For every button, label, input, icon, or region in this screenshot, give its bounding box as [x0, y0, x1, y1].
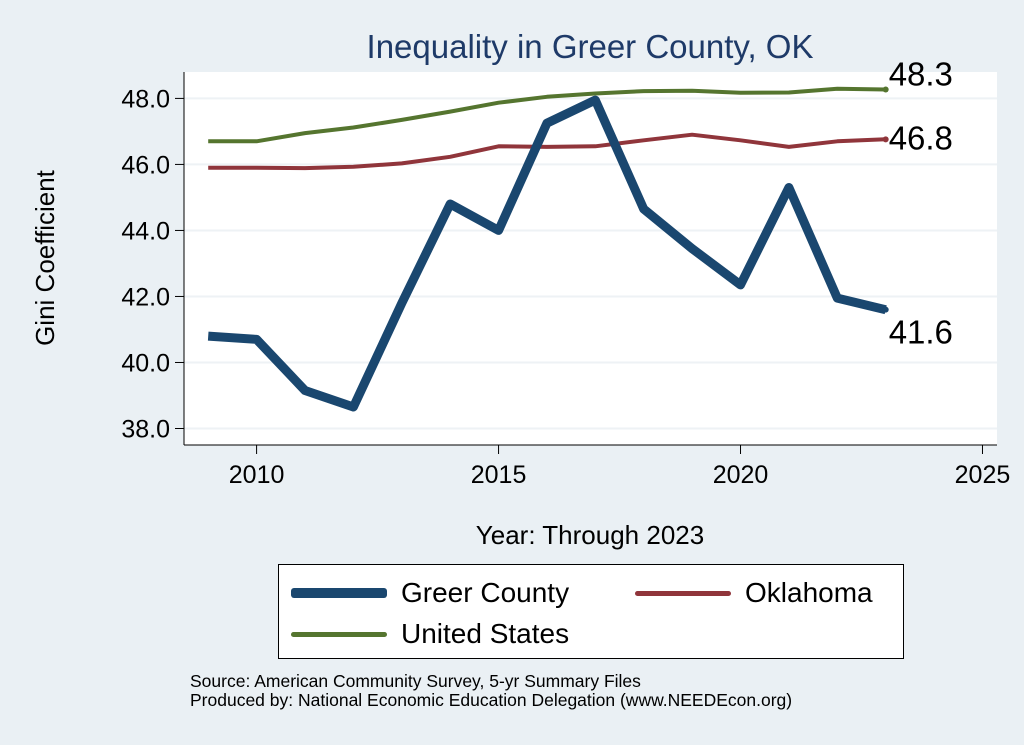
series-end-point-united-states	[882, 86, 889, 93]
legend-label-oklahoma: Oklahoma	[745, 577, 873, 608]
x-tick-label: 2015	[471, 461, 527, 489]
x-tick-label: 2020	[713, 461, 769, 489]
legend-item-greer-county: Greer County	[291, 573, 569, 613]
y-tick-label: 44.0	[121, 217, 170, 245]
axes: 38.0 40.0 42.0 44.0 46.0 48.0 2010 2015 2020 2025	[121, 72, 1010, 489]
chart-title: Inequality in Greer County, OK	[367, 28, 814, 65]
produced-by-line: Produced by: National Economic Education…	[190, 690, 793, 710]
source-line: Source: American Community Survey, 5-yr …	[190, 671, 641, 691]
end-labels: 41.6 46.8 48.3	[889, 55, 953, 350]
y-axis-label: Gini Coefficient	[30, 169, 60, 346]
x-tick-label: 2025	[955, 461, 1011, 489]
legend-item-united-states: United States	[291, 614, 569, 654]
y-tick-label: 42.0	[121, 283, 170, 311]
x-tick-label: 2010	[229, 461, 285, 489]
line-chart: 38.0 40.0 42.0 44.0 46.0 48.0 2010 2015 2020 2025…	[30, 28, 1011, 550]
legend-item-oklahoma: Oklahoma	[635, 573, 873, 613]
series-end-point-oklahoma	[882, 136, 889, 143]
y-tick-label: 40.0	[121, 349, 170, 377]
legend-label-greer-county: Greer County	[401, 577, 570, 608]
series-line-oklahoma	[208, 132, 886, 171]
series-line-united-states	[208, 86, 886, 144]
legend-swatch-oklahoma	[635, 590, 731, 596]
end-label-greer-county: 41.6	[889, 314, 953, 351]
source-note: Source: American Community Survey, 5-yr …	[190, 672, 792, 710]
series-line-greer-county	[207, 95, 887, 412]
y-tick-label: 48.0	[121, 85, 170, 113]
end-label-oklahoma: 46.8	[889, 119, 953, 156]
legend: Greer County Oklahoma United States	[278, 564, 904, 659]
series-layer	[207, 86, 889, 412]
legend-label-united-states: United States	[401, 618, 570, 649]
legend-swatch-greer-county	[291, 588, 387, 598]
y-tick-label: 46.0	[121, 151, 170, 179]
series-end-point-greer-county	[882, 306, 889, 313]
y-tick-label: 38.0	[121, 415, 170, 443]
plot-area	[184, 72, 997, 445]
x-axis-label: Year: Through 2023	[476, 520, 704, 550]
end-label-united-states: 48.3	[889, 55, 953, 92]
legend-swatch-united-states	[291, 631, 387, 637]
